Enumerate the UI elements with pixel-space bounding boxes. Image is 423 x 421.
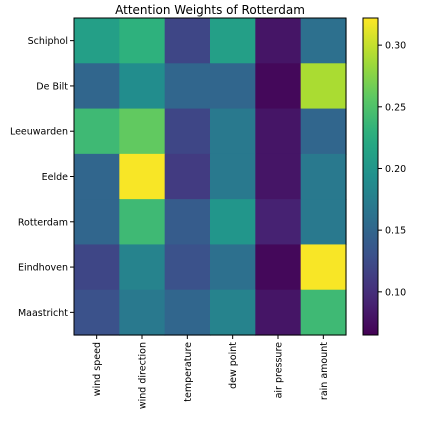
heatmap-cell	[300, 244, 347, 291]
heatmap-cell	[255, 199, 302, 246]
heatmap-cell	[164, 18, 211, 64]
x-axis-ticks: wind speed wind direction temperature dew p…	[92, 335, 330, 409]
heatmap-cell	[119, 108, 166, 155]
heatmap-cell	[119, 244, 166, 291]
heatmap-cell	[300, 153, 347, 200]
colorbar-tick-label: 0.25	[385, 102, 406, 113]
x-tick-label: dew point	[228, 342, 239, 389]
heatmap-cell	[255, 108, 302, 155]
heatmap-cell	[255, 244, 302, 291]
heatmap-cell	[210, 153, 256, 200]
y-tick-label: Maastricht	[18, 308, 68, 319]
colorbar: 0.10 0.15 0.20 0.25 0.30	[362, 17, 406, 336]
heatmap-cell	[210, 289, 256, 336]
heatmap-cell	[119, 289, 166, 336]
heatmap-cell	[210, 199, 256, 246]
x-tick-label: wind speed	[92, 342, 103, 396]
heatmap-cell	[300, 18, 347, 64]
heatmap-cell	[74, 18, 120, 64]
heatmap-cell	[210, 244, 256, 291]
heatmap-cell	[164, 244, 211, 291]
heatmap-cell	[210, 108, 256, 155]
y-tick-label: De Bilt	[36, 81, 68, 92]
colorbar-tick-label: 0.30	[385, 41, 406, 52]
x-tick-label: temperature	[183, 342, 194, 402]
plot-frame	[73, 17, 347, 336]
heatmap-cell	[164, 289, 211, 336]
y-axis-ticks: Schiphol De Bilt Leeuwarden Eelde Rotterdam E…	[10, 36, 74, 319]
heatmap-cell	[74, 153, 120, 200]
heatmap-cell	[119, 63, 166, 110]
x-tick-label: rain amount	[319, 342, 330, 400]
colorbar-tick-label: 0.15	[385, 226, 406, 237]
heatmap-cell	[119, 18, 166, 64]
colorbar-tick-label: 0.20	[385, 164, 406, 175]
heatmap-cell	[210, 63, 256, 110]
x-tick-label: wind direction	[138, 342, 149, 409]
heatmap-cell	[74, 63, 120, 110]
heatmap-cell	[255, 63, 302, 110]
heatmap-cell	[255, 289, 302, 336]
heatmap-cell	[300, 108, 347, 155]
heatmap-cell	[164, 153, 211, 200]
heatmap-cell	[300, 63, 347, 110]
heatmap-cell	[74, 289, 120, 336]
heatmap-cell	[300, 199, 347, 246]
y-tick-label: Schiphol	[28, 36, 68, 47]
y-tick-label: Leeuwarden	[10, 127, 68, 138]
colorbar-gradient	[362, 17, 379, 336]
chart-title: Attention Weights of Rotterdam	[115, 3, 305, 17]
heatmap-cell	[119, 199, 166, 246]
heatmap-cell	[74, 199, 120, 246]
heatmap-cell	[119, 153, 166, 200]
y-tick-label: Eindhoven	[18, 263, 68, 274]
colorbar-tick-label: 0.10	[385, 287, 406, 298]
heatmap-cell	[300, 289, 347, 336]
heatmap-cells	[74, 18, 347, 336]
x-tick-label: air pressure	[274, 342, 285, 399]
heatmap-cell	[164, 199, 211, 246]
heatmap-cell	[74, 108, 120, 155]
heatmap-cell	[164, 63, 211, 110]
heatmap-cell	[164, 108, 211, 155]
colorbar-ticks: 0.10 0.15 0.20 0.25 0.30	[378, 41, 406, 298]
heatmap-cell	[255, 18, 302, 64]
y-tick-label: Rotterdam	[18, 217, 68, 228]
heatmap-cell	[210, 18, 256, 64]
heatmap-cell	[255, 153, 302, 200]
y-tick-label: Eelde	[42, 172, 69, 183]
heatmap-cell	[74, 244, 120, 291]
